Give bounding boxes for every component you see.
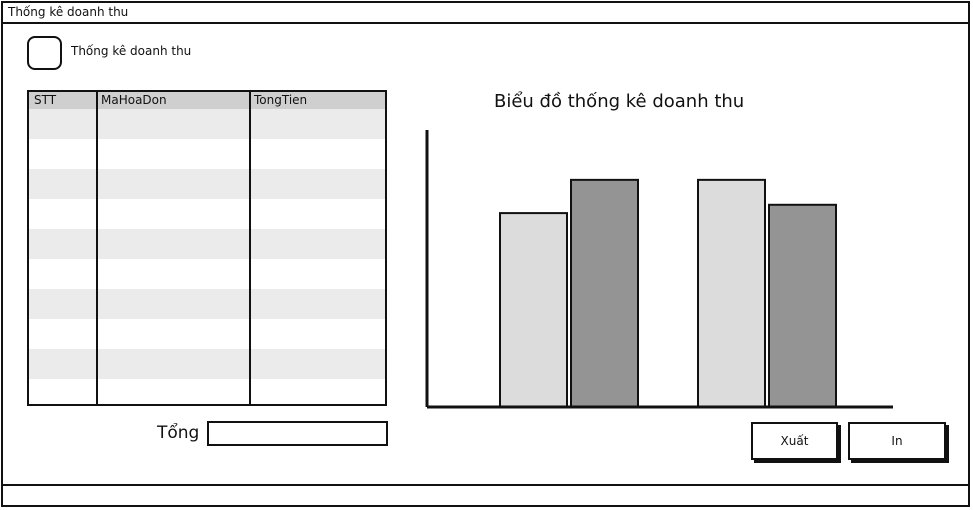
table-row[interactable]	[29, 379, 385, 404]
table-header: STT MaHoaDon TongTien	[29, 92, 385, 109]
column-header-mahoadon[interactable]: MaHoaDon	[101, 93, 167, 107]
chart-bar	[499, 212, 568, 408]
table-row[interactable]	[29, 349, 385, 379]
print-button[interactable]: In	[848, 422, 946, 460]
export-button[interactable]: Xuất	[751, 422, 838, 460]
column-divider	[96, 92, 98, 404]
total-field[interactable]	[207, 421, 388, 446]
total-label: Tổng	[157, 423, 200, 443]
table-row[interactable]	[29, 169, 385, 199]
table-row[interactable]	[29, 289, 385, 319]
chart-bar	[570, 178, 639, 408]
table-row[interactable]	[29, 319, 385, 349]
table-row[interactable]	[29, 109, 385, 139]
revenue-bar-chart	[425, 130, 893, 409]
column-header-stt[interactable]: STT	[34, 93, 57, 107]
revenue-table[interactable]: STT MaHoaDon TongTien	[27, 90, 387, 406]
column-header-tongtien[interactable]: TongTien	[254, 93, 308, 107]
table-row[interactable]	[29, 139, 385, 169]
status-bar	[3, 484, 968, 505]
chart-bar	[697, 178, 766, 408]
chart-bar	[768, 203, 837, 409]
table-row[interactable]	[29, 199, 385, 229]
chart-title: Biểu đồ thống kê doanh thu	[494, 91, 745, 112]
window-title: Thống kê doanh thu	[3, 3, 968, 24]
column-divider	[249, 92, 251, 404]
table-row[interactable]	[29, 229, 385, 259]
statistics-checkbox[interactable]	[27, 36, 62, 70]
statistics-checkbox-label: Thống kê doanh thu	[71, 44, 192, 58]
table-row[interactable]	[29, 259, 385, 289]
